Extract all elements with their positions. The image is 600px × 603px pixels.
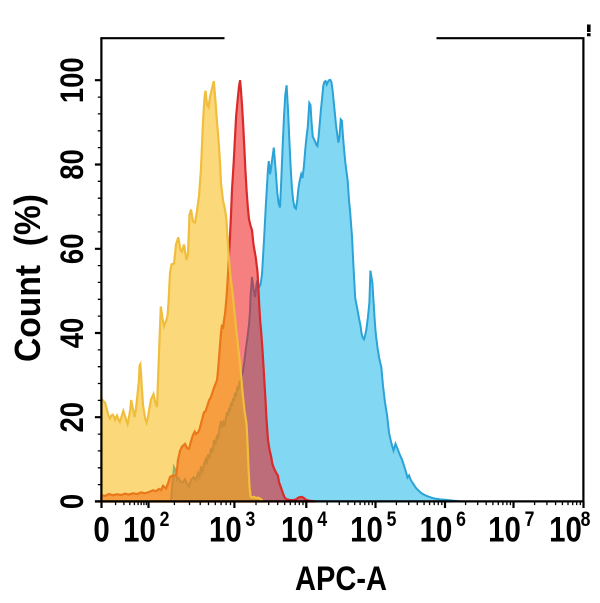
svg-text:100: 100 xyxy=(55,57,91,103)
svg-text:40: 40 xyxy=(55,318,91,349)
svg-text:10: 10 xyxy=(549,510,582,549)
svg-text:APC-A: APC-A xyxy=(295,560,387,598)
svg-text:7: 7 xyxy=(525,508,535,532)
svg-text:60: 60 xyxy=(55,234,91,265)
svg-text:2: 2 xyxy=(160,508,170,532)
svg-text:3: 3 xyxy=(245,508,255,532)
svg-text:6: 6 xyxy=(456,508,466,532)
svg-text:5: 5 xyxy=(387,508,397,532)
svg-text:10: 10 xyxy=(209,510,242,549)
svg-text:10: 10 xyxy=(281,510,314,549)
svg-text:20: 20 xyxy=(55,402,91,433)
svg-text:0: 0 xyxy=(93,510,109,549)
svg-text:10: 10 xyxy=(488,510,521,549)
svg-text:0: 0 xyxy=(55,494,91,509)
svg-text:80: 80 xyxy=(55,149,91,180)
svg-text:Count (%): Count (%) xyxy=(7,194,48,362)
svg-text:8: 8 xyxy=(581,508,591,532)
svg-text:4: 4 xyxy=(317,508,327,532)
svg-text:10: 10 xyxy=(123,510,156,549)
svg-text:10: 10 xyxy=(420,510,453,549)
svg-text:10: 10 xyxy=(350,510,383,549)
